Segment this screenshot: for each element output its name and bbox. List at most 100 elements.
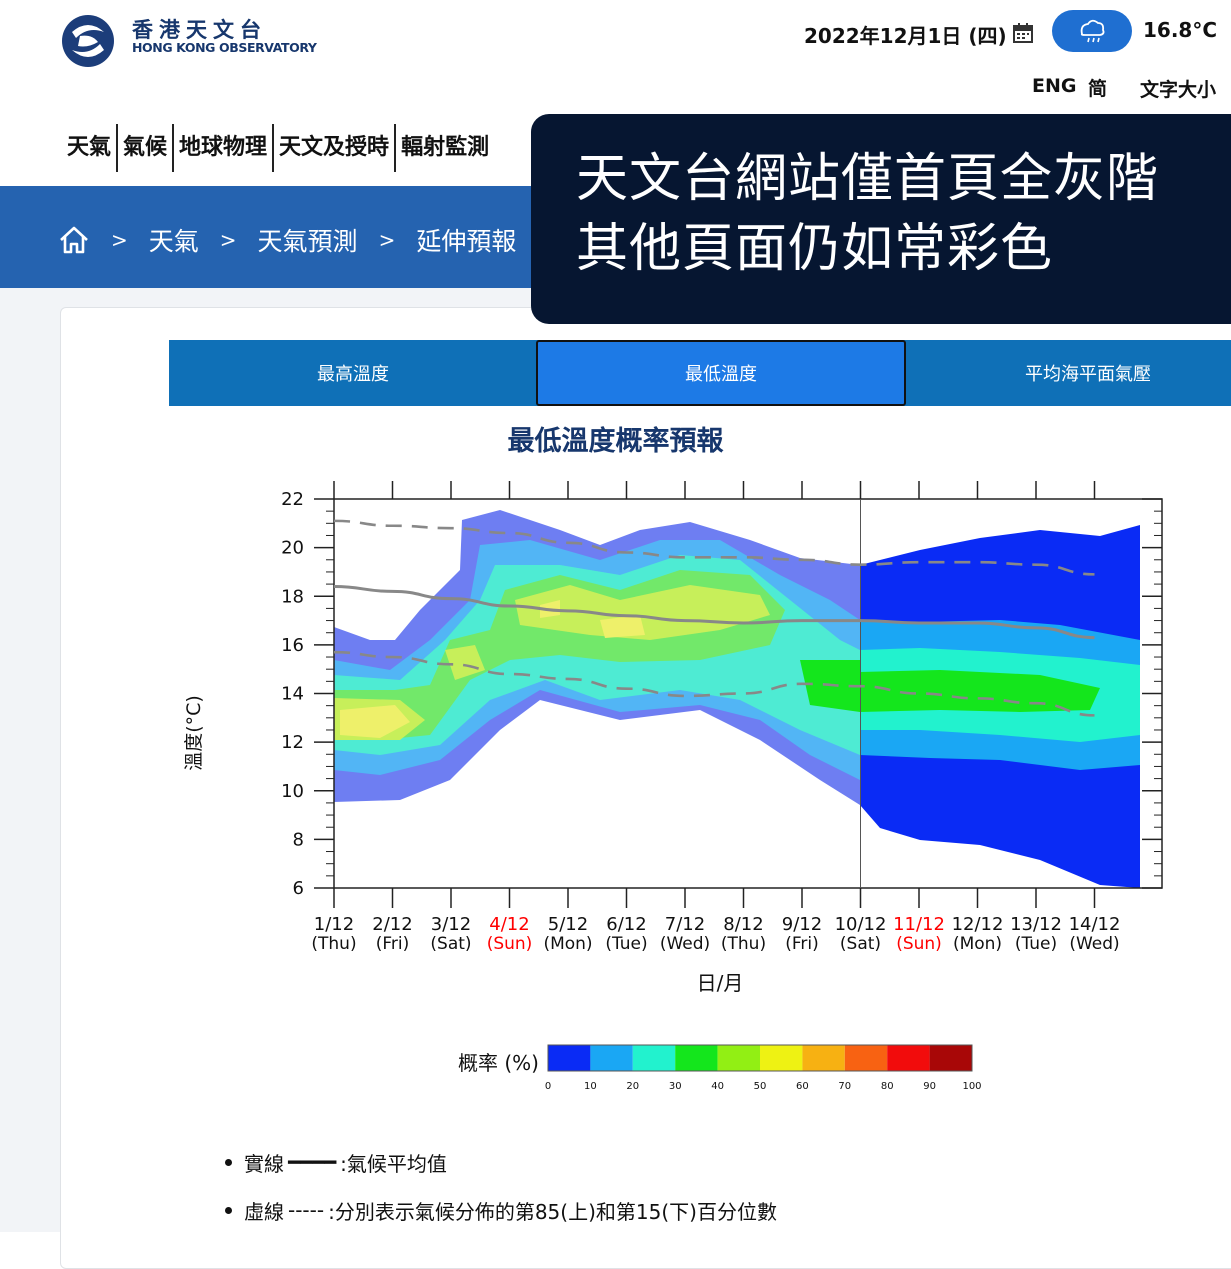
y-tick-label: 22 [281, 489, 304, 510]
legend-dashed-label: 虛線 [244, 1199, 284, 1224]
colorbar-swatch [675, 1045, 718, 1071]
legend-solid-text: :氣候平均值 [340, 1151, 447, 1176]
probability-band-late-30 [860, 670, 1100, 712]
weather-icon-button[interactable] [1052, 10, 1132, 52]
y-tick-label: 18 [281, 586, 304, 607]
home-icon[interactable] [58, 225, 90, 255]
x-tick-label-date: 2/12 [372, 914, 412, 935]
rain-cloud-icon [1080, 19, 1105, 43]
colorbar-swatch [887, 1045, 930, 1071]
observatory-logo[interactable] [58, 12, 128, 70]
x-tick-label-date: 14/12 [1069, 914, 1121, 935]
tab-max-temperature[interactable]: 最高溫度 [317, 364, 389, 385]
breadcrumb-forecast[interactable]: 天氣預測 [257, 227, 358, 256]
news-caption-text: 天文台網站僅首頁全灰階 其他頁面仍如常彩色 [576, 144, 1159, 284]
x-tick-label-weekday: (Thu) [311, 934, 356, 954]
x-tick-label-weekday: (Sun) [487, 934, 533, 954]
breadcrumb-separator: > [378, 228, 396, 252]
y-tick-label: 12 [281, 732, 304, 753]
colorbar-swatch [760, 1045, 803, 1071]
y-tick-label: 16 [281, 635, 304, 656]
colorbar-tick-label: 30 [669, 1081, 682, 1092]
y-tick-label: 8 [293, 829, 304, 850]
x-tick-label-date: 6/12 [606, 914, 646, 935]
probability-band-60 [340, 600, 645, 738]
colorbar-swatch [844, 1045, 888, 1071]
x-tick-label-date: 1/12 [314, 914, 354, 935]
x-tick-label-weekday: (Fri) [376, 934, 410, 954]
colorbar-tick-label: 70 [838, 1081, 851, 1092]
y-tick-label: 14 [281, 684, 304, 705]
current-temperature: 16.8°C [1143, 18, 1218, 42]
colorbar-swatch [548, 1045, 591, 1071]
x-tick-label-weekday: (Thu) [721, 934, 766, 954]
y-tick-label: 20 [281, 538, 304, 559]
y-axis: 6 8 10 12 14 16 18 20 22 [281, 489, 1162, 899]
x-tick-label-weekday: (Tue) [1015, 934, 1057, 954]
y-tick-label: 10 [281, 781, 304, 802]
breadcrumb-separator: > [219, 228, 237, 252]
logo-english-name: HONG KONG OBSERVATORY [132, 40, 317, 55]
colorbar-tick-label: 0 [545, 1081, 551, 1092]
colorbar-tick-label: 80 [881, 1081, 894, 1092]
y-axis-label: 溫度(°C) [183, 695, 205, 771]
legend-dashed-text: :分別表示氣候分佈的第85(上)和第15(下)百分位數 [328, 1199, 777, 1224]
climate-mean-line [333, 585, 1095, 640]
current-date: 2022年12月1日 (四) [804, 24, 1007, 48]
colorbar-swatch [929, 1045, 972, 1071]
probability-label: 概率 (%) [458, 1051, 539, 1075]
x-tick-label-weekday: (Fri) [785, 934, 819, 954]
x-tick-label-date: 7/12 [665, 914, 705, 935]
nav-item-geophysics[interactable]: 地球物理 [174, 124, 275, 172]
legend-dashed-sample: ----- [288, 1198, 325, 1222]
language-simplified-link[interactable]: 简 [1088, 78, 1108, 100]
x-tick-label-date: 5/12 [548, 914, 588, 935]
colorbar-tick-label: 10 [584, 1081, 597, 1092]
caption-line-1: 天文台網站僅首頁全灰階 [576, 149, 1160, 209]
breadcrumb: > 天氣 > 天氣預測 > 延伸預報 [58, 222, 516, 258]
probability-field [334, 510, 1140, 888]
font-size-link[interactable]: 文字大小 [1140, 79, 1217, 101]
legend-solid-line: 實線 ━━━━ :氣候平均值 [225, 1138, 777, 1186]
nav-item-astronomy[interactable]: 天文及授時 [274, 124, 397, 172]
x-tick-label-weekday: (Sun) [896, 934, 942, 954]
nav-item-climate[interactable]: 氣候 [118, 124, 175, 172]
x-tick-label-weekday: (Wed) [1069, 934, 1119, 954]
line-legend: 實線 ━━━━ :氣候平均值 虛線 ----- :分別表示氣候分佈的第85(上)… [225, 1138, 777, 1234]
probability-band-50 [334, 585, 770, 740]
nav-item-weather[interactable]: 天氣 [62, 124, 119, 172]
x-tick-label-weekday: (Tue) [605, 934, 647, 954]
x-axis-label: 日/月 [697, 971, 744, 995]
x-axis: 1/12(Thu)2/12(Fri)3/12(Sat)4/12(Sun)5/12… [311, 481, 1120, 954]
colorbar-swatch [717, 1045, 760, 1071]
x-tick-label-date: 12/12 [952, 914, 1004, 935]
colorbar-tick-label: 60 [796, 1081, 809, 1092]
chart-title: 最低溫度概率預報 [507, 426, 724, 457]
x-tick-label-weekday: (Mon) [543, 934, 592, 954]
tab-mean-sea-level-pressure[interactable]: 平均海平面氣壓 [1025, 364, 1151, 385]
colorbar-swatch [590, 1045, 633, 1071]
language-english-link[interactable]: ENG [1032, 75, 1077, 97]
x-tick-label-date: 4/12 [489, 914, 529, 935]
colorbar-tick-label: 90 [923, 1081, 936, 1092]
logo-chinese-name: 香港天文台 [132, 18, 267, 42]
x-tick-label-weekday: (Wed) [660, 934, 710, 954]
nav-item-radiation[interactable]: 輻射監測 [401, 135, 490, 160]
colorbar-tick-label: 20 [626, 1081, 639, 1092]
x-tick-label-date: 3/12 [431, 914, 471, 935]
colorbar-border [547, 1044, 973, 1072]
tab-min-temperature[interactable]: 最低溫度 [536, 340, 906, 406]
breadcrumb-extended-outlook: 延伸預報 [416, 227, 517, 256]
colorbar-tick-label: 100 [962, 1081, 981, 1092]
colorbar-swatch [632, 1045, 676, 1071]
x-tick-label-weekday: (Sat) [840, 934, 881, 954]
breadcrumb-weather[interactable]: 天氣 [148, 227, 199, 256]
bullet [225, 1206, 232, 1214]
caption-line-2: 其他頁面仍如常彩色 [576, 219, 1054, 279]
x-tick-label-date: 10/12 [835, 914, 887, 935]
colorbar-tick-label: 50 [754, 1081, 767, 1092]
calendar-icon[interactable] [1012, 22, 1034, 44]
x-tick-label-date: 11/12 [893, 914, 945, 935]
y-tick-label: 6 [293, 878, 304, 899]
